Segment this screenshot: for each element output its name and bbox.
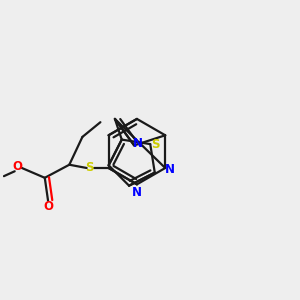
Text: S: S bbox=[151, 138, 160, 151]
Text: O: O bbox=[43, 200, 53, 213]
Text: N: N bbox=[133, 136, 143, 150]
Text: N: N bbox=[132, 186, 142, 199]
Text: S: S bbox=[85, 161, 94, 175]
Text: O: O bbox=[12, 160, 22, 173]
Text: N: N bbox=[165, 163, 175, 176]
